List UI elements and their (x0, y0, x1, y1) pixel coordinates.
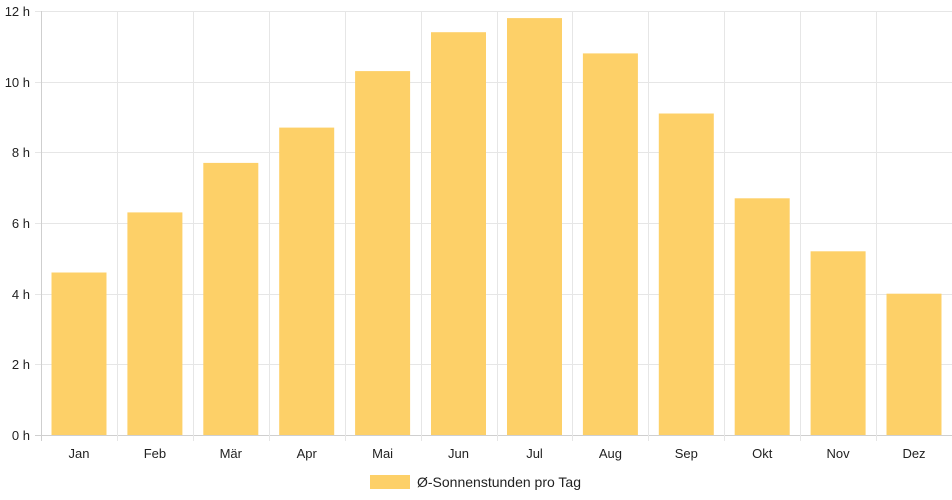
y-axis: 0 h 2 h 4 h 6 h 8 h 10 h 12 h (5, 4, 30, 443)
x-tick-label: Mär (220, 446, 243, 461)
x-axis: Jan Feb Mär Apr Mai Jun Jul Aug Sep Okt Nov Dez (69, 446, 926, 461)
bar-apr[interactable] (279, 127, 335, 435)
bar-jul[interactable] (507, 18, 562, 435)
bar-mai[interactable] (355, 71, 411, 435)
y-tick-label: 12 h (5, 4, 30, 19)
legend-label[interactable]: Ø-Sonnenstunden pro Tag (417, 474, 581, 490)
y-tick-label: 8 h (12, 145, 30, 160)
bar-dez[interactable] (886, 293, 942, 435)
bar-jun[interactable] (431, 32, 486, 435)
bar-jan[interactable] (51, 272, 107, 436)
x-tick-label: Okt (752, 446, 773, 461)
y-tick-label: 6 h (12, 216, 30, 231)
y-tick-label: 4 h (12, 287, 30, 302)
x-tick-label: Mai (372, 446, 393, 461)
x-tick-label: Dez (902, 446, 925, 461)
x-tick-label: Apr (297, 446, 318, 461)
x-tick-label: Nov (827, 446, 851, 461)
bar-sep[interactable] (658, 113, 714, 436)
bars (51, 18, 942, 436)
bar-aug[interactable] (582, 53, 638, 436)
bar-nov[interactable] (810, 251, 866, 435)
x-tick-label: Feb (144, 446, 166, 461)
x-tick-label: Jan (69, 446, 90, 461)
legend-swatch[interactable] (370, 475, 410, 489)
y-tick-label: 0 h (12, 428, 30, 443)
x-tick-label: Jun (448, 446, 469, 461)
bar-mär[interactable] (203, 162, 259, 435)
grid-lines (35, 11, 952, 441)
y-tick-label: 2 h (12, 357, 30, 372)
legend[interactable]: Ø-Sonnenstunden pro Tag (370, 474, 581, 490)
x-tick-label: Aug (599, 446, 622, 461)
bar-okt[interactable] (734, 198, 790, 435)
bar-feb[interactable] (127, 212, 183, 435)
x-tick-label: Jul (526, 446, 543, 461)
x-tick-label: Sep (675, 446, 698, 461)
y-tick-label: 10 h (5, 75, 30, 90)
